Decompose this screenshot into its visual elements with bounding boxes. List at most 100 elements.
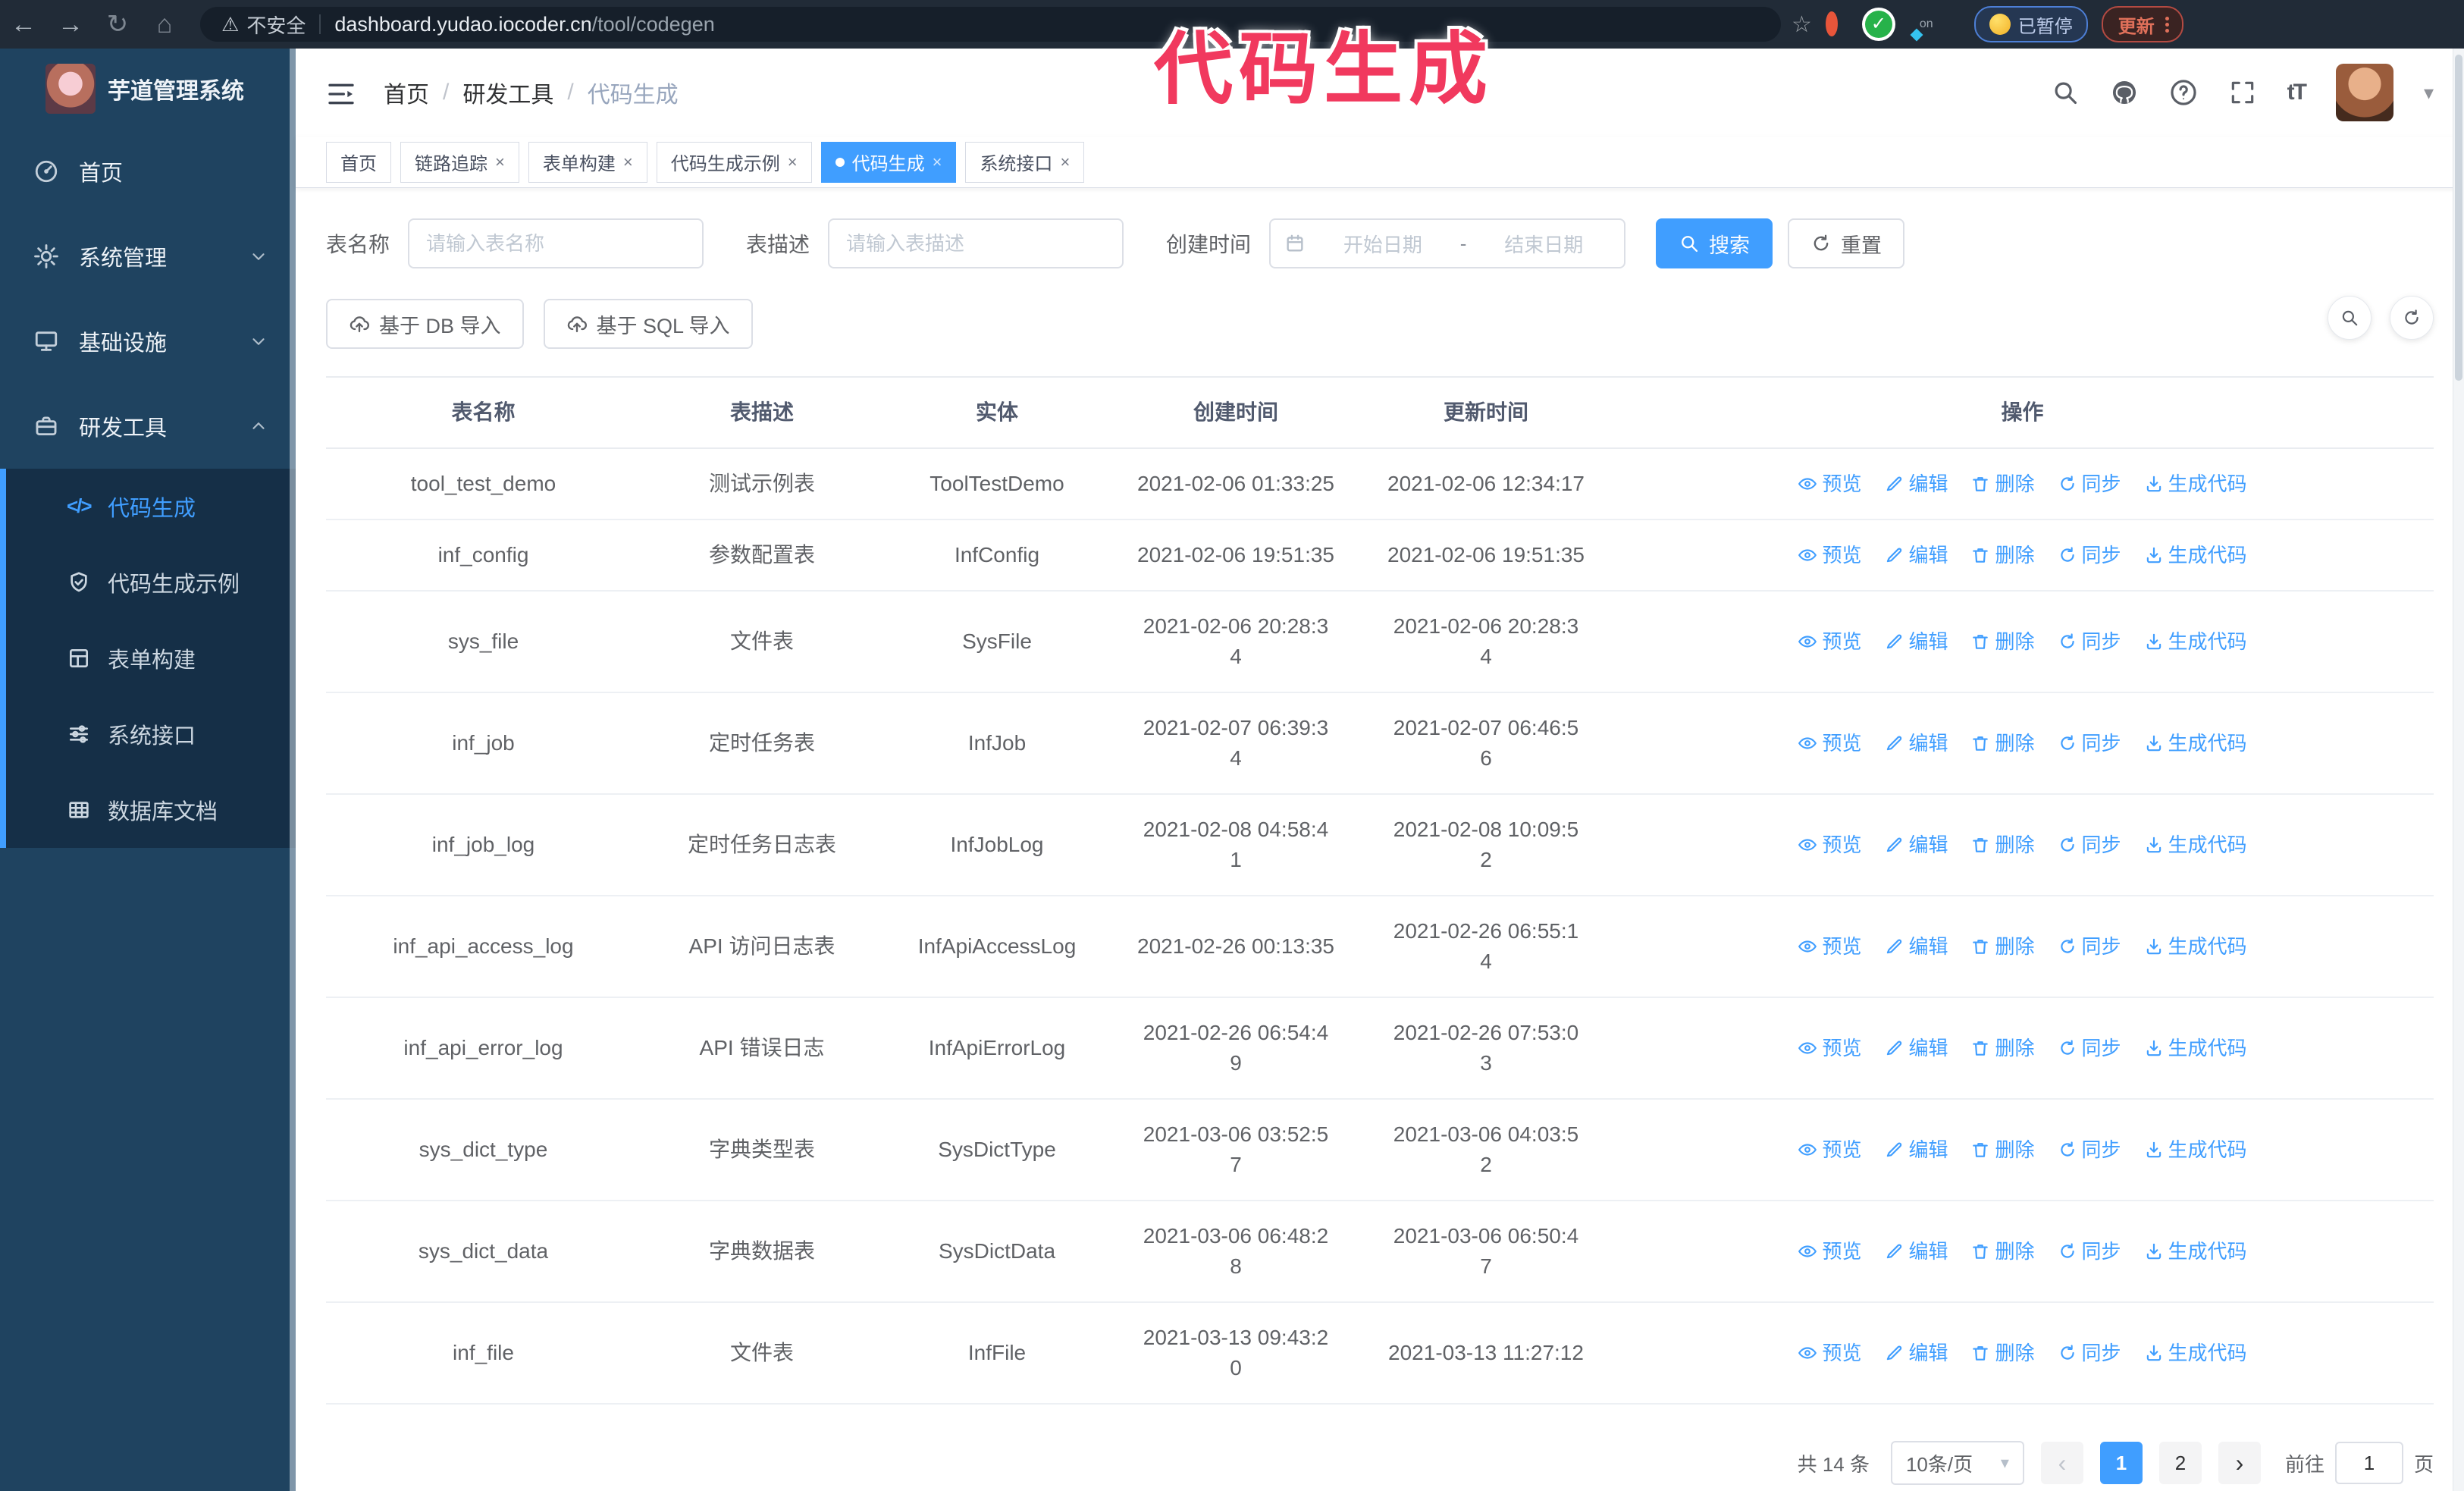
- preview-link[interactable]: 预览: [1798, 469, 1861, 499]
- edit-link[interactable]: 编辑: [1884, 1236, 1948, 1267]
- breadcrumb-home[interactable]: 首页: [384, 83, 429, 108]
- sync-link[interactable]: 同步: [2058, 1033, 2121, 1063]
- delete-link[interactable]: 删除: [1970, 1033, 2035, 1063]
- page-scrollbar[interactable]: [2453, 49, 2464, 1491]
- font-size-icon[interactable]: tT: [2287, 80, 2307, 105]
- date-end-placeholder[interactable]: 结束日期: [1504, 233, 1584, 256]
- browser-reload-icon[interactable]: ↻: [106, 10, 129, 39]
- edit-link[interactable]: 编辑: [1884, 1135, 1948, 1165]
- user-avatar[interactable]: [2335, 64, 2393, 121]
- edit-link[interactable]: 编辑: [1884, 728, 1948, 758]
- edit-link[interactable]: 编辑: [1884, 1033, 1948, 1063]
- date-range-picker[interactable]: 开始日期 - 结束日期: [1269, 218, 1626, 268]
- sidebar-item-system-api[interactable]: 系统接口: [6, 696, 296, 772]
- hamburger-icon[interactable]: [326, 79, 356, 106]
- sidebar-item-system[interactable]: 系统管理: [0, 214, 296, 299]
- edit-link[interactable]: 编辑: [1884, 540, 1948, 570]
- edit-link[interactable]: 编辑: [1884, 1338, 1948, 1368]
- extension-check-icon[interactable]: ✓: [1864, 11, 1892, 38]
- sync-link[interactable]: 同步: [2058, 1338, 2121, 1368]
- date-start-placeholder[interactable]: 开始日期: [1343, 233, 1422, 256]
- generate-code-link[interactable]: 生成代码: [2144, 931, 2247, 962]
- address-bar[interactable]: ⚠ 不安全 dashboard.yudao.iocoder.cn/tool/co…: [200, 7, 1781, 42]
- tab-close-icon[interactable]: ×: [495, 152, 505, 171]
- avatar-caret-icon[interactable]: ▾: [2423, 80, 2434, 104]
- profile-paused-badge[interactable]: 已暂停: [1973, 6, 2088, 42]
- sync-link[interactable]: 同步: [2058, 931, 2121, 962]
- delete-link[interactable]: 删除: [1970, 1338, 2035, 1368]
- preview-link[interactable]: 预览: [1798, 540, 1861, 570]
- preview-link[interactable]: 预览: [1798, 728, 1861, 758]
- page-size-select[interactable]: 10条/页 ▾: [1890, 1441, 2024, 1485]
- sync-link[interactable]: 同步: [2058, 469, 2121, 499]
- reset-button[interactable]: 重置: [1788, 218, 1905, 268]
- extension-switch-icon[interactable]: on: [1919, 17, 1933, 30]
- sidebar-item-codegen[interactable]: </> 代码生成: [67, 494, 196, 521]
- generate-code-link[interactable]: 生成代码: [2144, 469, 2247, 499]
- preview-link[interactable]: 预览: [1798, 830, 1861, 860]
- edit-link[interactable]: 编辑: [1884, 626, 1948, 657]
- delete-link[interactable]: 删除: [1970, 626, 2035, 657]
- import-db-button[interactable]: 基于 DB 导入: [326, 299, 524, 349]
- github-icon[interactable]: [2110, 78, 2139, 107]
- toggle-search-button[interactable]: [2328, 296, 2372, 340]
- sidebar-item-devtools[interactable]: 研发工具: [0, 384, 296, 469]
- view-tab[interactable]: 链路追踪 ×: [400, 141, 519, 183]
- delete-link[interactable]: 删除: [1970, 728, 2035, 758]
- search-icon[interactable]: [2051, 78, 2080, 107]
- sync-link[interactable]: 同步: [2058, 728, 2121, 758]
- preview-link[interactable]: 预览: [1798, 1135, 1861, 1165]
- refresh-table-button[interactable]: [2390, 296, 2434, 340]
- preview-link[interactable]: 预览: [1798, 931, 1861, 962]
- sidebar-item-codegen-example[interactable]: 代码生成示例: [6, 545, 296, 620]
- generate-code-link[interactable]: 生成代码: [2144, 626, 2247, 657]
- goto-page-input[interactable]: [2334, 1442, 2403, 1484]
- browser-update-button[interactable]: 更新: [2101, 6, 2183, 42]
- preview-link[interactable]: 预览: [1798, 1033, 1861, 1063]
- sync-link[interactable]: 同步: [2058, 1236, 2121, 1267]
- browser-back-icon[interactable]: ←: [11, 9, 36, 39]
- search-button[interactable]: 搜索: [1656, 218, 1773, 268]
- app-logo-row[interactable]: 芋道管理系统: [0, 49, 296, 129]
- sync-link[interactable]: 同步: [2058, 830, 2121, 860]
- page-number-button[interactable]: 1: [2099, 1442, 2143, 1484]
- browser-forward-icon[interactable]: →: [58, 9, 83, 39]
- fullscreen-icon[interactable]: [2228, 78, 2257, 107]
- table-name-input[interactable]: [408, 218, 704, 268]
- table-desc-input[interactable]: [828, 218, 1124, 268]
- generate-code-link[interactable]: 生成代码: [2144, 1338, 2247, 1368]
- generate-code-link[interactable]: 生成代码: [2144, 540, 2247, 570]
- sync-link[interactable]: 同步: [2058, 1135, 2121, 1165]
- edit-link[interactable]: 编辑: [1884, 830, 1948, 860]
- preview-link[interactable]: 预览: [1798, 1338, 1861, 1368]
- sync-link[interactable]: 同步: [2058, 626, 2121, 657]
- sync-link[interactable]: 同步: [2058, 540, 2121, 570]
- generate-code-link[interactable]: 生成代码: [2144, 728, 2247, 758]
- delete-link[interactable]: 删除: [1970, 1135, 2035, 1165]
- tab-close-icon[interactable]: ×: [932, 152, 942, 171]
- view-tab[interactable]: 首页 ×: [326, 141, 391, 183]
- edit-link[interactable]: 编辑: [1884, 469, 1948, 499]
- breadcrumb-group[interactable]: 研发工具: [462, 83, 554, 108]
- page-number-button[interactable]: 2: [2158, 1442, 2202, 1484]
- view-tab[interactable]: 系统接口 ×: [965, 141, 1085, 183]
- import-sql-button[interactable]: 基于 SQL 导入: [543, 299, 753, 349]
- generate-code-link[interactable]: 生成代码: [2144, 1033, 2247, 1063]
- delete-link[interactable]: 删除: [1970, 469, 2035, 499]
- edit-link[interactable]: 编辑: [1884, 931, 1948, 962]
- delete-link[interactable]: 删除: [1970, 830, 2035, 860]
- generate-code-link[interactable]: 生成代码: [2144, 830, 2247, 860]
- generate-code-link[interactable]: 生成代码: [2144, 1135, 2247, 1165]
- delete-link[interactable]: 删除: [1970, 931, 2035, 962]
- view-tab[interactable]: 代码生成 ×: [820, 141, 957, 183]
- sidebar-item-db-doc[interactable]: 数据库文档: [6, 772, 296, 848]
- extension-orange-icon[interactable]: [1825, 11, 1838, 36]
- help-icon[interactable]: [2169, 78, 2198, 107]
- preview-link[interactable]: 预览: [1798, 626, 1861, 657]
- bookmark-star-icon[interactable]: ☆: [1792, 11, 1812, 37]
- tab-close-icon[interactable]: ×: [1060, 152, 1071, 171]
- delete-link[interactable]: 删除: [1970, 1236, 2035, 1267]
- generate-code-link[interactable]: 生成代码: [2144, 1236, 2247, 1267]
- tab-close-icon[interactable]: ×: [787, 152, 798, 171]
- delete-link[interactable]: 删除: [1970, 540, 2035, 570]
